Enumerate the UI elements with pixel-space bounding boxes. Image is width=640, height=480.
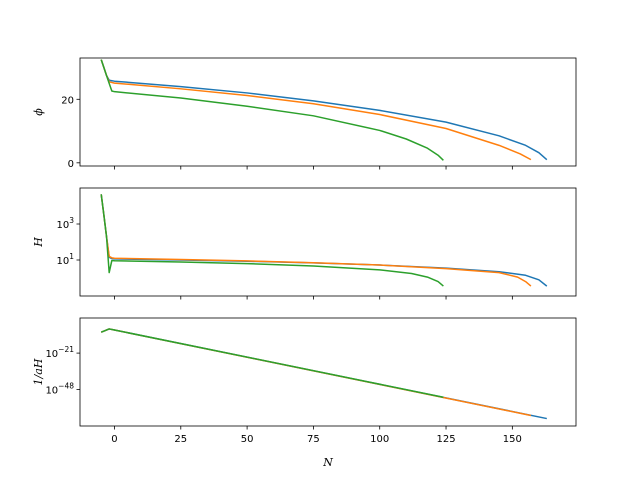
x-tick-label: 150 (503, 434, 522, 445)
y-tick-label-H: 101 (56, 252, 74, 267)
series-line-H-3 (100, 194, 444, 287)
y-tick-label-H: 103 (56, 216, 74, 231)
y-tick-label-inv_aH: 10−21 (45, 345, 74, 360)
axes-frame-phi (79, 57, 577, 167)
panel-phi: 0 20 ϕ (32, 57, 577, 170)
axes-frame-inv_aH (79, 317, 577, 427)
x-tick-label: 75 (307, 434, 320, 445)
y-tick-label-inv_aH: 10−48 (45, 382, 74, 397)
x-tick-label: 125 (436, 434, 455, 445)
x-tick-label: 100 (370, 434, 389, 445)
y-tick-label-phi: 0 (68, 159, 74, 170)
panel-H: 101 103 H (32, 187, 577, 300)
axes-frame-H (79, 187, 577, 297)
series-line-inv_aH-3 (100, 328, 444, 398)
x-tick-label: 25 (174, 434, 187, 445)
panel-inv_aH: 0 25 50 75 100 125 150 10−21 10−481/aH N (32, 317, 577, 469)
x-tick-label: 0 (111, 434, 117, 445)
x-axis-label: N (322, 456, 333, 469)
y-axis-label-phi: ϕ (32, 108, 45, 116)
y-axis-label-inv_aH: 1/aH (32, 358, 45, 385)
y-axis-label-H: H (32, 237, 45, 248)
series-line-phi-3 (100, 59, 444, 161)
y-tick-label-phi: 20 (61, 95, 74, 106)
x-tick-label: 50 (241, 434, 254, 445)
